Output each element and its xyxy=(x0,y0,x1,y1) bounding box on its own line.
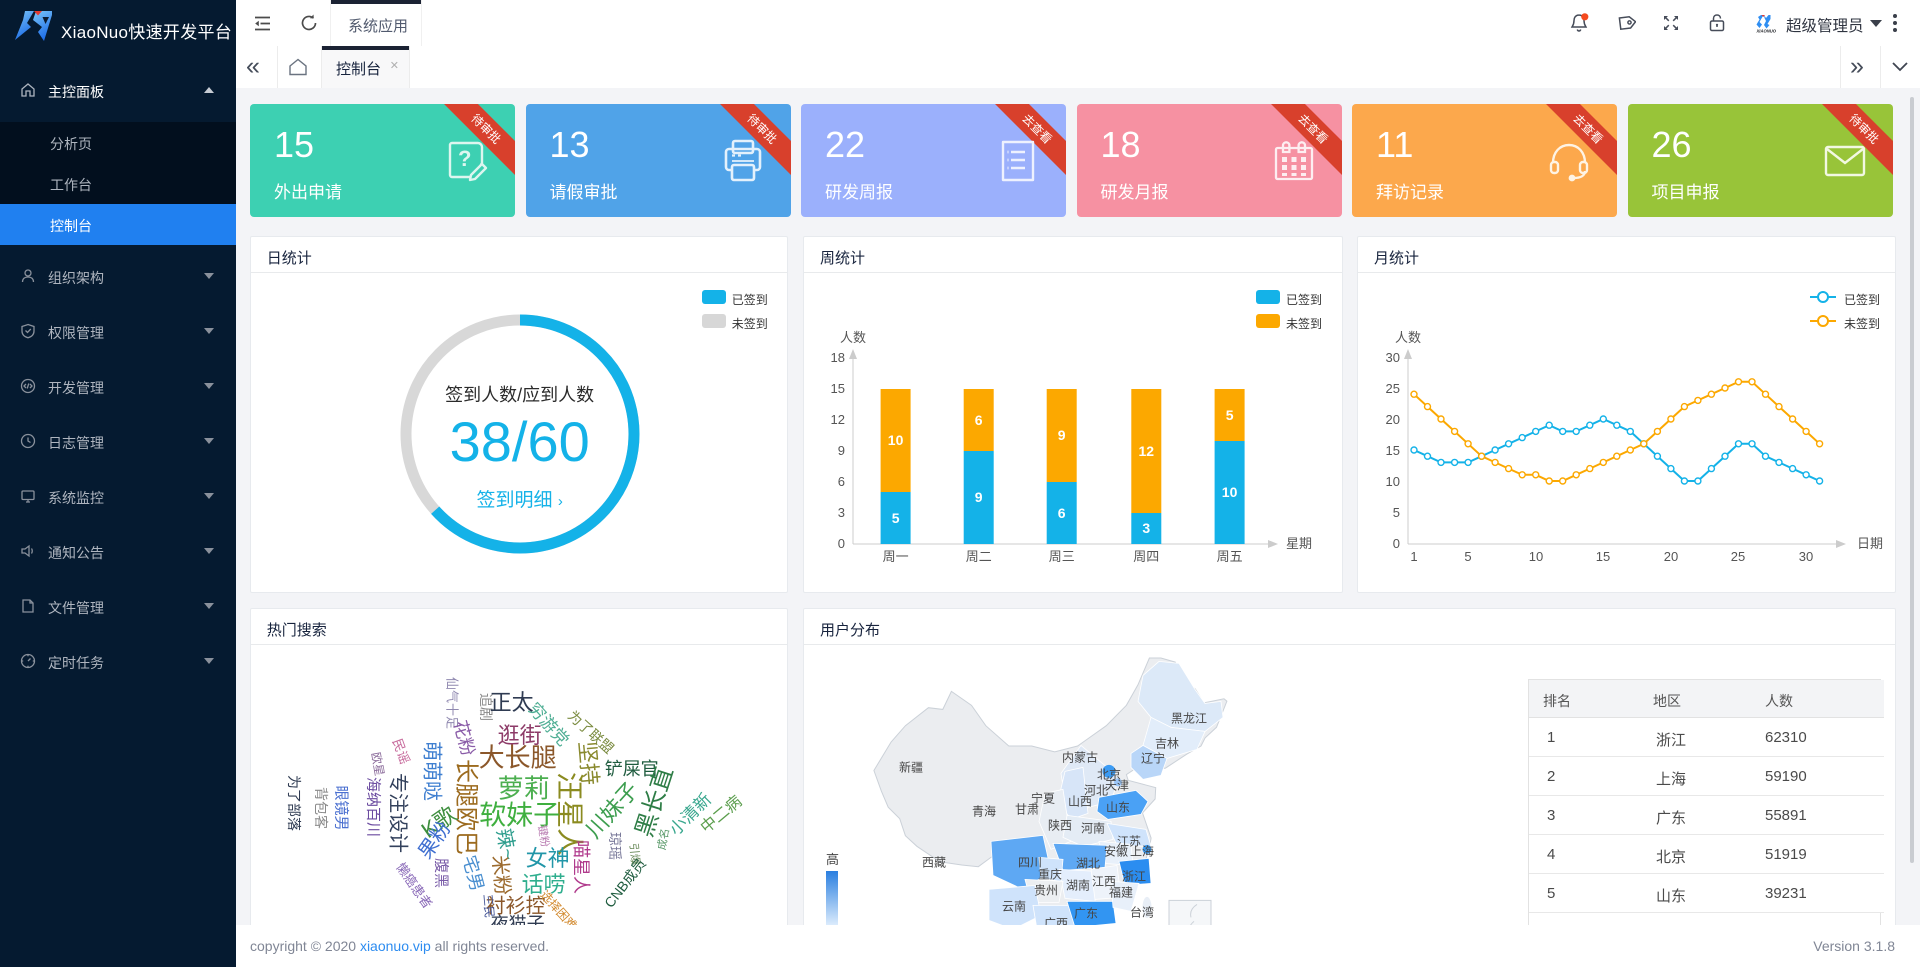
svg-text:9: 9 xyxy=(1058,427,1066,443)
svg-text:浙江: 浙江 xyxy=(1122,869,1146,883)
svg-text:周二: 周二 xyxy=(966,549,992,564)
svg-text:5: 5 xyxy=(892,510,900,526)
svg-text:江苏: 江苏 xyxy=(1117,834,1141,848)
svg-text:?: ? xyxy=(458,146,471,171)
svg-text:甘肃: 甘肃 xyxy=(1015,802,1039,816)
svg-text:天津: 天津 xyxy=(1105,778,1129,792)
svg-text:0: 0 xyxy=(1393,536,1400,551)
svg-text:5: 5 xyxy=(1226,407,1234,423)
svg-text:黑龙江: 黑龙江 xyxy=(1171,711,1207,725)
svg-text:周三: 周三 xyxy=(1049,549,1075,564)
svg-text:人数: 人数 xyxy=(840,330,866,345)
svg-text:河南: 河南 xyxy=(1081,820,1105,835)
svg-text:20: 20 xyxy=(1664,549,1678,564)
svg-text:1: 1 xyxy=(1410,549,1417,564)
svg-text:25: 25 xyxy=(1386,381,1400,396)
svg-text:辽宁: 辽宁 xyxy=(1141,750,1165,765)
svg-text:5: 5 xyxy=(1393,505,1400,520)
svg-text:6: 6 xyxy=(838,474,845,489)
svg-text:25: 25 xyxy=(1731,549,1745,564)
svg-text:内蒙古: 内蒙古 xyxy=(1062,749,1098,764)
svg-text:周一: 周一 xyxy=(883,549,909,564)
svg-text:青海: 青海 xyxy=(972,803,996,818)
svg-text:10: 10 xyxy=(1386,474,1400,489)
svg-text:北京: 北京 xyxy=(1097,767,1121,781)
svg-text:周四: 周四 xyxy=(1133,549,1159,564)
svg-text:星期: 星期 xyxy=(1286,536,1312,551)
svg-text:山西: 山西 xyxy=(1068,794,1092,808)
svg-text:周五: 周五 xyxy=(1217,549,1243,564)
svg-text:10: 10 xyxy=(888,432,904,448)
svg-text:四川: 四川 xyxy=(1018,855,1042,869)
svg-text:上海: 上海 xyxy=(1130,843,1154,858)
svg-text:人数: 人数 xyxy=(1395,330,1421,345)
svg-text:福建: 福建 xyxy=(1109,884,1133,899)
svg-text:12: 12 xyxy=(1139,443,1155,459)
svg-text:江西: 江西 xyxy=(1092,874,1116,888)
svg-text:河北: 河北 xyxy=(1084,783,1108,797)
svg-text:15: 15 xyxy=(1386,443,1400,458)
svg-text:台湾: 台湾 xyxy=(1130,904,1154,919)
svg-text:陕西: 陕西 xyxy=(1048,817,1072,832)
svg-text:日期: 日期 xyxy=(1857,536,1883,551)
svg-text:15: 15 xyxy=(831,381,845,396)
svg-text:6: 6 xyxy=(1058,505,1066,521)
svg-text:重庆: 重庆 xyxy=(1038,867,1062,881)
svg-text:山东: 山东 xyxy=(1106,800,1130,814)
svg-text:3: 3 xyxy=(838,505,845,520)
svg-text:0: 0 xyxy=(838,536,845,551)
svg-text:3: 3 xyxy=(1142,520,1150,536)
svg-text:广东: 广东 xyxy=(1074,906,1098,920)
svg-text:30: 30 xyxy=(1386,350,1400,365)
svg-text:10: 10 xyxy=(1222,484,1238,500)
svg-text:湖南: 湖南 xyxy=(1066,877,1090,892)
svg-text:吉林: 吉林 xyxy=(1155,736,1179,750)
svg-text:西藏: 西藏 xyxy=(922,855,946,869)
svg-text:云南: 云南 xyxy=(1002,898,1026,913)
svg-text:贵州: 贵州 xyxy=(1034,883,1058,897)
svg-text:湖北: 湖北 xyxy=(1076,855,1100,870)
svg-text:9: 9 xyxy=(838,443,845,458)
svg-text:10: 10 xyxy=(1529,549,1543,564)
svg-text:XIAONUO: XIAONUO xyxy=(1756,29,1777,34)
svg-text:6: 6 xyxy=(975,412,983,428)
svg-text:新疆: 新疆 xyxy=(899,759,923,774)
svg-text:15: 15 xyxy=(1596,549,1610,564)
svg-text:宁夏: 宁夏 xyxy=(1031,790,1055,805)
svg-text:18: 18 xyxy=(831,350,845,365)
svg-text:30: 30 xyxy=(1799,549,1813,564)
svg-text:9: 9 xyxy=(975,489,983,505)
svg-text:12: 12 xyxy=(831,412,845,427)
svg-text:安徽: 安徽 xyxy=(1104,843,1128,858)
svg-text:20: 20 xyxy=(1386,412,1400,427)
svg-text:5: 5 xyxy=(1464,549,1471,564)
